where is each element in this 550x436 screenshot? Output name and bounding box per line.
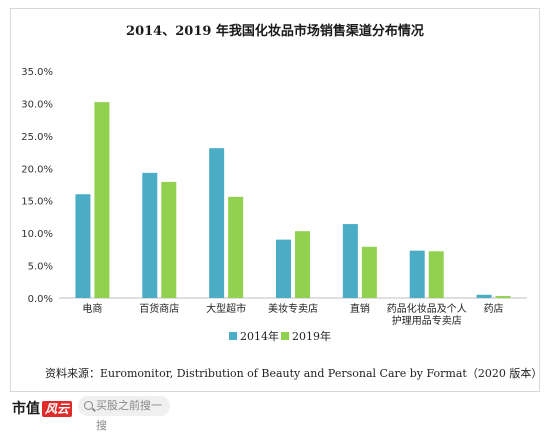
bar-2019 — [495, 296, 511, 298]
chart-frame: 2014、2019 年我国化妆品市场销售渠道分布情况 0.0% 5.0% 10.0% 1… — [10, 8, 540, 392]
chart-title: 2014、2019 年我国化妆品市场销售渠道分布情况 — [126, 23, 424, 39]
legend-label: 2014年 — [240, 329, 279, 343]
y-tick-label: 30.0% — [21, 99, 53, 110]
source-note: 资料来源：Euromonitor, Distribution of Beauty… — [45, 366, 539, 380]
legend-swatch — [229, 332, 237, 340]
bar-2014 — [276, 239, 291, 298]
search-icon — [84, 401, 93, 410]
brand-mark: 风云 — [42, 401, 73, 417]
bar-2019 — [295, 231, 310, 298]
legend-label: 2019年 — [292, 329, 331, 343]
chart: 2014、2019 年我国化妆品市场销售渠道分布情况 0.0% 5.0% 10.0% 1… — [21, 23, 539, 380]
search-box[interactable]: 买股之前搜一搜 — [78, 396, 170, 432]
x-tick-label: 电商 — [82, 302, 102, 315]
y-tick-label: 0.0% — [28, 294, 53, 305]
brand-name: 市值 — [12, 401, 40, 417]
bar-2014 — [75, 194, 91, 298]
bar-2014 — [142, 172, 158, 298]
brand-logo[interactable]: 市值 风云 — [12, 398, 73, 418]
bar-2014 — [476, 294, 492, 298]
x-tick-label: 药店 — [484, 302, 504, 315]
x-tick-label: 直销 — [350, 302, 370, 315]
y-tick-label: 25.0% — [21, 132, 53, 143]
bar-2019 — [94, 102, 110, 298]
x-tick-label: 护理用品专卖店 — [392, 314, 462, 327]
search-placeholder: 买股之前搜一搜 — [96, 399, 162, 432]
footer-bar: 市值 风云 买股之前搜一搜 — [0, 392, 550, 432]
x-tick-label: 美妆专卖店 — [268, 302, 318, 315]
bar-2019 — [361, 246, 377, 298]
bar-2014 — [209, 148, 225, 298]
y-tick-label: 20.0% — [21, 164, 53, 175]
bar-2019 — [161, 181, 177, 298]
bar-2014 — [409, 250, 425, 298]
x-tick-label: 大型超市 — [206, 302, 246, 315]
bar-2019 — [228, 196, 244, 298]
x-tick-label: 药品化妆品及个人 — [387, 302, 467, 315]
y-tick-label: 10.0% — [21, 229, 53, 240]
y-tick-label: 5.0% — [28, 262, 53, 273]
legend-swatch — [281, 332, 289, 340]
bar-2014 — [342, 224, 358, 298]
y-tick-label: 15.0% — [21, 197, 53, 208]
y-tick-label: 35.0% — [21, 67, 53, 78]
x-tick-label: 百货商店 — [139, 302, 179, 315]
bar-2019 — [428, 251, 444, 298]
